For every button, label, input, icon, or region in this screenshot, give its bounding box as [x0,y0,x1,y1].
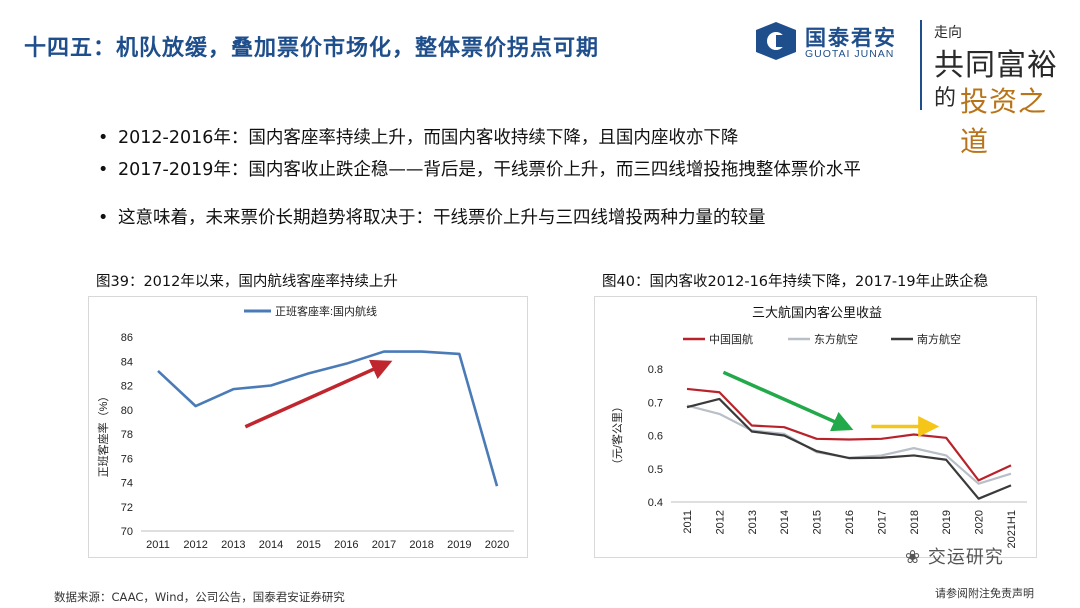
x-tick-label: 2015 [812,510,824,534]
figure-caption-right: 图40：国内客收2012-16年持续下降，2017-19年止跌企稳 [602,274,989,290]
chart-panel-left: 正班客座率:国内航线 70 72 74 76 78 80 82 84 86 2011 2012 2013… [88,296,528,558]
x-tick-label: 2019 [941,510,953,534]
x-tick-label: 2012 [183,539,207,551]
x-tick-label: 2015 [296,539,320,551]
x-tick-label: 2014 [779,510,791,534]
y-axis-label: 正班客座率（%） [96,391,110,478]
y-tick-label: 84 [121,356,133,368]
watermark-text: 交运研究 [927,547,1004,568]
y-tick-label: 72 [121,502,133,514]
legend-label: 东方航空 [814,332,858,346]
data-source: 数据来源：CAAC，Wind，公司公告，国泰君安证券研究 [54,590,345,604]
x-tick-label: 2011 [682,510,694,534]
trend-arrow-up [244,359,393,429]
x-tick-label: 2013 [747,510,759,534]
y-tick-label: 80 [121,405,133,417]
x-tick-label: 2018 [909,510,921,534]
x-tick-label: 2012 [714,510,726,534]
x-tick-label: 2020 [974,510,986,534]
legend-label: 南方航空 [917,332,961,346]
y-tick-label: 82 [121,381,133,393]
x-tick-label: 2020 [485,539,509,551]
bullet-item: 2017-2019年：国内客收止跌企稳——背后是，干线票价上升，而三四线增投拖拽… [96,154,1036,186]
y-tick-label: 0.5 [648,464,663,476]
trend-arrow-down [722,370,854,432]
x-tick-label: 2016 [334,539,358,551]
y-tick-label: 0.8 [648,364,663,376]
x-tick-label: 2016 [844,510,856,534]
figure-caption-left: 图39：2012年以来，国内航线客座率持续上升 [96,274,398,290]
y-tick-label: 0.4 [648,497,663,509]
load-factor-chart: 正班客座率:国内航线 70 72 74 76 78 80 82 84 86 2011 2012 2013… [96,304,514,551]
bullet-item: 2012-2016年：国内客座率持续上升，而国内客收持续下降，且国内座收亦下降 [96,122,1036,154]
x-tick-label: 2017 [372,539,396,551]
y-tick-label: 0.7 [648,397,663,409]
x-tick-label: 2018 [409,539,433,551]
y-tick-label: 78 [121,429,133,441]
bullet-list: 2012-2016年：国内客座率持续上升，而国内客收持续下降，且国内座收亦下降 … [96,122,1036,234]
y-tick-label: 74 [121,478,133,490]
x-tick-label: 2021H1 [1006,510,1018,549]
bullet-item: 这意味着，未来票价长期趋势将取决于：干线票价上升与三四线增投两种力量的较量 [96,202,1036,234]
watermark: ❀ 交运研究 [905,543,1004,569]
x-tick-label: 2017 [876,510,888,534]
brand-name-cn: 国泰君安 [805,26,897,50]
series-line [686,397,1012,500]
y-tick-label: 70 [121,526,133,538]
y-tick-label: 0.6 [648,431,663,443]
series-line-load-factor [157,350,499,487]
x-tick-label: 2011 [146,539,170,551]
y-tick-label: 76 [121,453,133,465]
y-axis-label: （元/客公里） [610,401,624,470]
page-title: 十四五：机队放缓，叠加票价市场化，整体票价拐点可期 [24,36,600,61]
wechat-icon: ❀ [905,547,922,568]
slogan-line3: 的 [934,86,957,111]
series-line [686,387,1012,482]
slogan: 走向 共同富裕 的 投资之道 [930,18,1070,158]
chart-title: 三大航国内客公里收益 [752,305,882,320]
header-divider [920,20,922,110]
x-tick-label: 2014 [259,539,283,551]
x-tick-label: 2019 [447,539,471,551]
slogan-line2: 共同富裕 [934,48,1058,83]
brand-name-en: GUOTAI JUNAN [805,48,895,60]
slogan-line1: 走向 [934,25,962,41]
x-tick-label: 2013 [221,539,245,551]
y-tick-label: 86 [121,332,133,344]
chart-panel-right: 三大航国内客公里收益中国国航 东方航空 南方航空 0.4 0.5 0.6 0.7 0.8 201… [594,296,1037,558]
legend-label: 中国国航 [709,332,753,346]
series-line [686,404,1012,485]
brand-logo-icon [756,22,796,60]
legend-label: 正班客座率:国内航线 [275,304,377,318]
disclaimer: 请参阅附注免责声明 [935,587,1034,600]
